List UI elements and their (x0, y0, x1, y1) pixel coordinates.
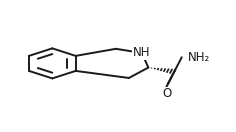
Text: O: O (162, 88, 171, 100)
Text: NH: NH (133, 46, 151, 60)
Text: NH₂: NH₂ (188, 51, 210, 64)
